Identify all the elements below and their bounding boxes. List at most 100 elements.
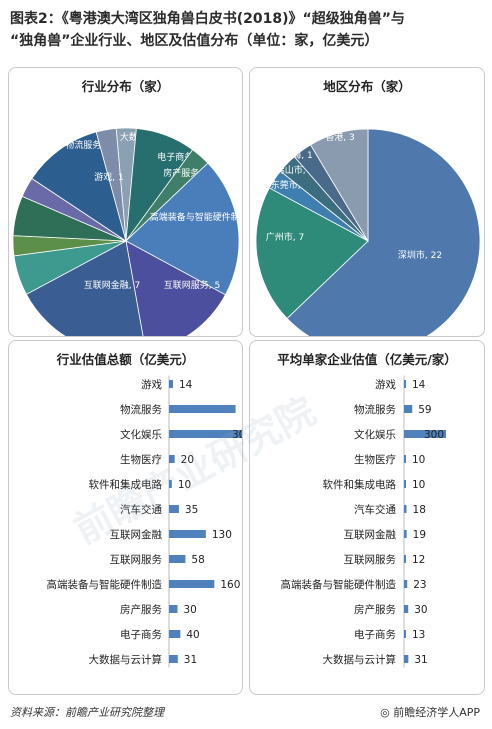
pie-slice-0	[286, 128, 481, 336]
bar-value-8: 160	[220, 579, 240, 591]
bar-value-5: 18	[413, 504, 426, 516]
bar-value-4: 10	[412, 479, 425, 491]
bar-2	[404, 430, 446, 438]
bar-category-7: 互联网服务	[110, 553, 163, 566]
valuation-average-title: 平均单家企业估值（亿美元/家）	[277, 352, 457, 367]
bar-value-0: 14	[179, 379, 193, 391]
bar-9	[169, 605, 178, 613]
pie-slice-3	[125, 162, 240, 296]
pie-label-4: 珠海, 1	[283, 149, 312, 161]
bar-10	[169, 630, 181, 638]
valuation-total-bar-chart: 游戏 14 物流服务 235 文化娱乐 300 生物医疗 20 软件和集成电路 10 汽车交通 35 互…	[47, 375, 243, 668]
pie-slice-5	[310, 128, 369, 243]
bar-category-0: 游戏	[375, 378, 396, 391]
bar-value-4: 10	[178, 479, 191, 491]
page-title-line2: “独角兽”企业行业、地区及估值分布（单位：家，亿美元）	[10, 33, 379, 49]
pie-slice-11	[95, 127, 127, 242]
bar-value-8: 23	[413, 579, 426, 591]
pie-slice-4	[125, 240, 226, 336]
pie-label-5: 香港, 3	[325, 131, 354, 143]
bar-8	[404, 580, 408, 588]
bar-9	[404, 605, 409, 613]
pie-label-11: 游戏, 1	[94, 171, 123, 183]
bar-value-5: 35	[185, 504, 198, 516]
bar-value-10: 40	[186, 629, 199, 641]
source-note: 资料来源：前瞻产业研究院整理	[10, 706, 164, 719]
pie-label-5: 互联网金融, 7	[84, 279, 140, 291]
bar-category-6: 互联网金融	[344, 528, 397, 541]
brand-label: ◎ 前瞻经济学人APP	[380, 704, 480, 720]
bar-4	[169, 480, 172, 488]
bar-7	[169, 555, 186, 563]
pie-label-4: 互联网服务, 5	[164, 279, 220, 291]
page-title-line1: 图表2：《粤港澳大湾区独角兽白皮书(2018)》“超级独角兽”与	[10, 11, 405, 27]
page-title: 图表2：《粤港澳大湾区独角兽白皮书(2018)》“超级独角兽”与 “独角兽”企业…	[10, 8, 482, 52]
bar-category-2: 文化娱乐	[354, 428, 396, 441]
bar-category-5: 汽车交通	[354, 503, 396, 516]
bar-category-9: 房产服务	[354, 603, 396, 616]
bar-category-9: 房产服务	[120, 603, 162, 616]
brand-icon: ◎	[380, 706, 394, 719]
bar-category-5: 汽车交通	[120, 503, 162, 516]
brand-text: 前瞻经济学人APP	[393, 706, 480, 719]
bar-8	[169, 580, 215, 588]
bar-2	[169, 430, 242, 438]
bar-value-9: 30	[414, 604, 427, 616]
pie-slice-10	[31, 131, 127, 242]
bar-value-3: 20	[181, 454, 194, 466]
pie-label-1: 广州市, 7	[266, 231, 304, 243]
bar-category-2: 文化娱乐	[120, 428, 162, 441]
bar-value-6: 130	[212, 529, 232, 541]
bar-category-3: 生物医疗	[354, 453, 396, 466]
bar-0	[169, 380, 173, 388]
bar-0	[404, 380, 406, 388]
valuation-total-panel: 行业估值总额（亿美元） 游戏 14 物流服务 235 文化娱乐 300 生物医疗 20 软件和集…	[8, 340, 243, 695]
pie-slice-1	[255, 187, 369, 319]
bar-value-7: 12	[412, 554, 425, 566]
bar-4	[404, 480, 406, 488]
bar-value-6: 19	[413, 529, 426, 541]
bar-category-7: 互联网服务	[344, 553, 397, 566]
industry-pie-title: 行业分布（家）	[81, 79, 170, 94]
bar-7	[404, 555, 406, 563]
bar-category-3: 生物医疗	[120, 453, 162, 466]
region-pie-panel: 地区分布（家） 深圳市, 22 广州市, 7 东莞市, 1 佛山市, 1 珠海, 1 香港…	[249, 67, 485, 337]
bar-5	[404, 505, 407, 513]
bar-value-2: 300	[232, 429, 243, 441]
bar-category-8: 高端装备与智能硬件制造	[281, 578, 397, 591]
bar-6	[169, 530, 206, 538]
bar-category-11: 大数据与云计算	[323, 653, 397, 666]
bar-category-8: 高端装备与智能硬件制造	[47, 578, 163, 591]
valuation-average-panel: 平均单家企业估值（亿美元/家） 游戏 14 物流服务 59 文化娱乐 300 生物医疗 10 软…	[249, 340, 485, 695]
bar-value-3: 10	[412, 454, 425, 466]
bar-value-1: 59	[418, 404, 431, 416]
bar-category-1: 物流服务	[354, 403, 396, 416]
bar-category-10: 电子商务	[354, 628, 396, 641]
bar-11	[169, 655, 178, 663]
bar-category-10: 电子商务	[120, 628, 162, 641]
bar-value-7: 58	[191, 554, 204, 566]
bar-6	[404, 530, 407, 538]
bar-category-11: 大数据与云计算	[89, 653, 163, 666]
pie-label-3: 高端装备与智能硬件制造, 7	[150, 211, 243, 223]
bar-value-10: 13	[412, 629, 425, 641]
bar-value-11: 31	[414, 654, 427, 666]
bar-3	[404, 455, 406, 463]
bar-category-4: 软件和集成电路	[89, 478, 163, 491]
bar-value-11: 31	[184, 654, 197, 666]
bar-value-2: 300	[424, 429, 444, 441]
bar-category-4: 软件和集成电路	[323, 478, 397, 491]
valuation-average-bar-chart: 游戏 14 物流服务 59 文化娱乐 300 生物医疗 10 软件和集成电路 10 汽车交通 18 互联…	[281, 375, 446, 668]
bar-3	[169, 455, 175, 463]
bar-value-1: 235	[242, 404, 243, 416]
bar-10	[404, 630, 406, 638]
valuation-total-title: 行业估值总额（亿美元）	[56, 352, 195, 367]
pie-label-0: 深圳市, 22	[398, 249, 442, 261]
bar-1	[169, 405, 236, 413]
bar-value-9: 30	[184, 604, 197, 616]
bar-5	[169, 505, 179, 513]
bar-category-0: 游戏	[141, 378, 162, 391]
